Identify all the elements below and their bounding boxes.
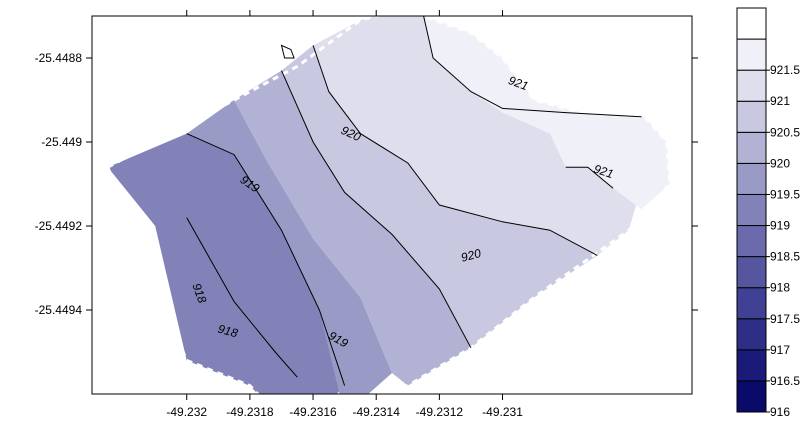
contour-label: 918 bbox=[216, 322, 239, 341]
legend-label: 917 bbox=[770, 343, 790, 357]
legend-label: 916.5 bbox=[770, 374, 800, 388]
legend-label: 921 bbox=[770, 94, 790, 108]
y-axis: -25.4488 -25.449 -25.4492 -25.4494 bbox=[35, 51, 698, 317]
contour-line-921 bbox=[565, 166, 614, 189]
legend-swatch bbox=[736, 318, 767, 351]
legend-label: 921.5 bbox=[770, 63, 800, 77]
legend-swatch bbox=[736, 287, 767, 320]
x-tick-label: -49.231 bbox=[482, 405, 523, 419]
legend-label: 920.5 bbox=[770, 125, 800, 139]
contour-line-920 bbox=[281, 70, 472, 349]
legend-swatch bbox=[736, 69, 767, 102]
legend-swatch bbox=[736, 256, 767, 289]
legend-label: 916 bbox=[770, 405, 790, 419]
legend-swatch bbox=[736, 38, 767, 71]
contour-line-920 bbox=[312, 45, 598, 256]
region-edge bbox=[105, 16, 672, 394]
contour-lines bbox=[186, 16, 642, 386]
contour-band-919-5 bbox=[234, 70, 471, 386]
contour-line-921 bbox=[423, 16, 642, 118]
legend-label: 919.5 bbox=[770, 187, 800, 201]
legend-swatch bbox=[736, 349, 767, 382]
y-tick-label: -25.4488 bbox=[35, 51, 83, 65]
contour-line-919 bbox=[186, 133, 346, 386]
legend-label: 920 bbox=[770, 156, 790, 170]
contour-label: 921 bbox=[592, 162, 615, 182]
legend-label: 918 bbox=[770, 281, 790, 295]
legend-label: 917.5 bbox=[770, 312, 800, 326]
legend-swatch bbox=[736, 131, 767, 164]
contour-label: 921 bbox=[507, 73, 531, 93]
x-axis: -49.232 -49.2318 -49.2316 -49.2314 -49.2312 -… bbox=[166, 10, 523, 419]
legend-swatch bbox=[736, 380, 767, 413]
x-tick-label: -49.2314 bbox=[353, 405, 401, 419]
x-tick-label: -49.232 bbox=[166, 405, 207, 419]
legend-swatch bbox=[736, 100, 767, 133]
y-tick-label: -25.4492 bbox=[35, 219, 83, 233]
contour-band-920 bbox=[281, 45, 598, 348]
contour-line-921 bbox=[280, 44, 295, 59]
x-tick-label: -49.2316 bbox=[289, 405, 337, 419]
legend-swatch bbox=[736, 7, 767, 40]
plot-frame bbox=[91, 15, 693, 395]
legend-label: 918.5 bbox=[770, 250, 800, 264]
x-tick-label: -49.2312 bbox=[416, 405, 464, 419]
y-tick-label: -25.4494 bbox=[35, 303, 83, 317]
contour-line-918 bbox=[186, 217, 298, 378]
contour-band-921 bbox=[423, 16, 670, 210]
legend-label: 919 bbox=[770, 219, 790, 233]
contour-bands bbox=[105, 16, 672, 394]
y-tick-label: -25.449 bbox=[41, 135, 82, 149]
contour-band-918-5 bbox=[107, 133, 345, 394]
contour-band-920-5 bbox=[313, 16, 645, 256]
color-scale-legend: 916 916.5 917 917.5 918 918.5 919 919.5 920 920.5… bbox=[736, 7, 800, 419]
legend-swatch bbox=[736, 162, 767, 195]
contour-band-919 bbox=[186, 100, 392, 394]
x-tick-label: -49.2318 bbox=[226, 405, 274, 419]
contour-label: 920 bbox=[459, 246, 482, 265]
legend-swatch bbox=[736, 225, 767, 258]
legend-swatch bbox=[736, 193, 767, 227]
contour-label: 918 bbox=[189, 281, 209, 305]
